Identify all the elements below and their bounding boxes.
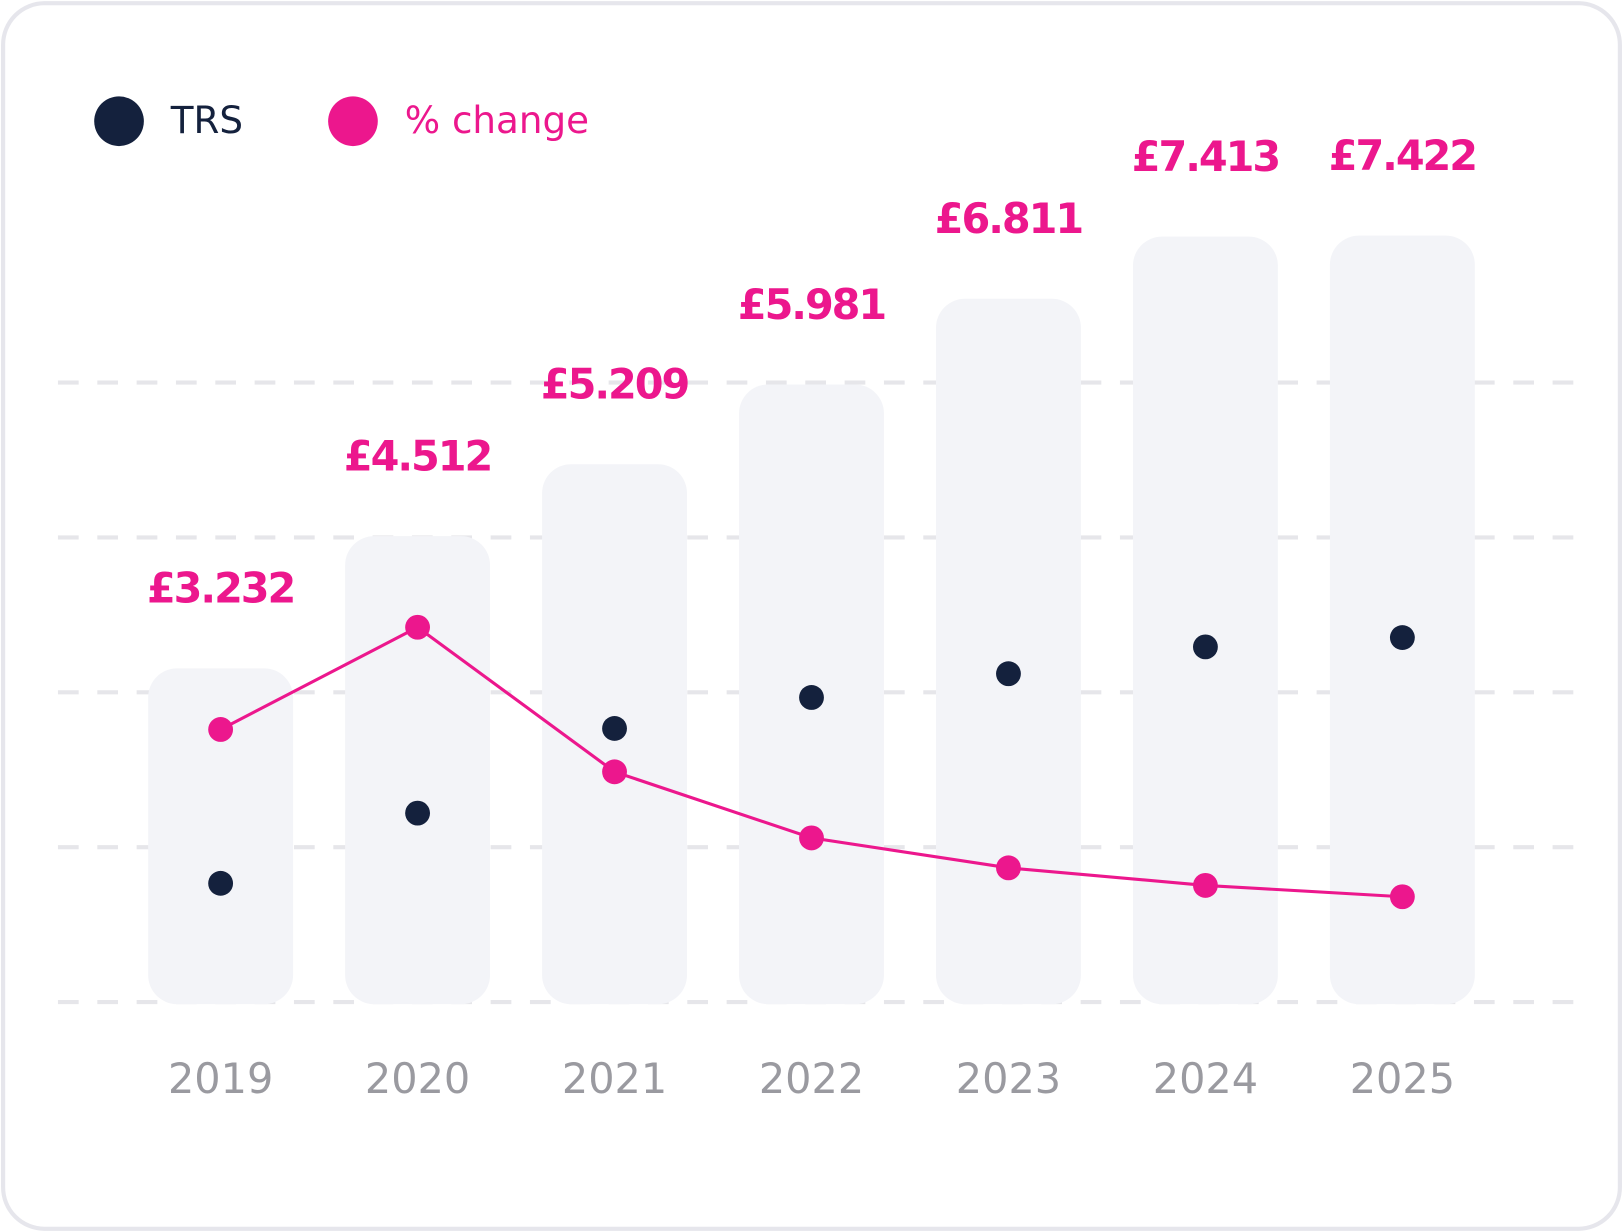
x-tick-label: 2024 (1153, 1055, 1258, 1103)
bar (1329, 235, 1475, 1005)
x-tick-label: 2023 (956, 1055, 1061, 1103)
x-tick-label: 2022 (759, 1055, 864, 1103)
bar-value-label: £7.413 (1132, 133, 1279, 181)
dot (602, 716, 627, 741)
dot (208, 870, 234, 896)
legend-label: TRS (170, 98, 243, 142)
x-tick-label: 2021 (562, 1055, 667, 1103)
x-tick-label: 2019 (168, 1055, 273, 1103)
dot (996, 661, 1021, 687)
line-point (208, 717, 234, 742)
bar (345, 536, 491, 1005)
legend-marker (328, 96, 378, 147)
bar (936, 298, 1081, 1005)
legend-marker (94, 96, 144, 147)
line-point (405, 614, 431, 640)
line-point (799, 825, 824, 851)
bar (148, 668, 294, 1005)
line-point (996, 855, 1021, 881)
line-point (1192, 872, 1218, 898)
bar-value-label: £7.422 (1329, 132, 1476, 180)
dot (405, 800, 431, 826)
dot (799, 685, 824, 710)
bar-value-label: £5.209 (541, 361, 689, 409)
bar-value-label: £5.981 (738, 281, 885, 329)
bar-value-label: £3.232 (147, 565, 294, 613)
line-point (1389, 884, 1415, 910)
bar (1132, 236, 1278, 1005)
dot (1192, 634, 1218, 660)
x-tick-label: 2025 (1350, 1055, 1455, 1103)
bar-value-label: £6.811 (935, 195, 1082, 243)
x-tick-label: 2020 (365, 1055, 470, 1103)
legend-label: % change (405, 98, 589, 142)
line-point (602, 759, 627, 785)
bar-value-label: £4.512 (344, 433, 491, 481)
dot (1389, 625, 1415, 650)
